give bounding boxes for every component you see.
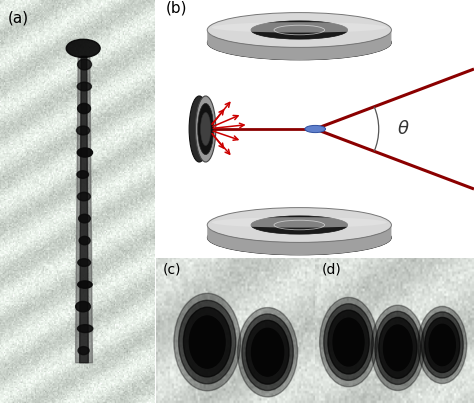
Ellipse shape bbox=[212, 217, 387, 228]
Ellipse shape bbox=[246, 320, 289, 384]
Ellipse shape bbox=[76, 301, 91, 312]
Ellipse shape bbox=[78, 347, 89, 355]
Ellipse shape bbox=[79, 214, 91, 223]
Ellipse shape bbox=[383, 325, 412, 371]
Ellipse shape bbox=[252, 328, 283, 376]
Ellipse shape bbox=[207, 25, 392, 60]
Ellipse shape bbox=[78, 281, 92, 288]
Ellipse shape bbox=[429, 324, 456, 366]
Ellipse shape bbox=[371, 305, 424, 391]
Ellipse shape bbox=[375, 311, 420, 384]
Ellipse shape bbox=[77, 325, 93, 332]
Ellipse shape bbox=[418, 306, 467, 384]
Ellipse shape bbox=[251, 21, 348, 39]
Text: (b): (b) bbox=[166, 0, 187, 15]
Ellipse shape bbox=[201, 112, 211, 145]
Ellipse shape bbox=[189, 96, 210, 162]
Polygon shape bbox=[80, 56, 88, 363]
Ellipse shape bbox=[251, 216, 348, 234]
Polygon shape bbox=[207, 225, 392, 255]
Ellipse shape bbox=[190, 316, 225, 368]
Text: (d): (d) bbox=[321, 262, 341, 276]
Ellipse shape bbox=[77, 148, 92, 157]
Ellipse shape bbox=[79, 236, 90, 245]
Ellipse shape bbox=[78, 259, 91, 266]
Ellipse shape bbox=[333, 318, 364, 366]
Ellipse shape bbox=[379, 318, 417, 378]
Ellipse shape bbox=[78, 104, 91, 114]
Ellipse shape bbox=[66, 39, 100, 58]
Text: θ: θ bbox=[398, 120, 409, 138]
Ellipse shape bbox=[305, 125, 326, 133]
Ellipse shape bbox=[76, 126, 90, 135]
Text: (a): (a) bbox=[8, 10, 29, 25]
Ellipse shape bbox=[207, 220, 392, 255]
Ellipse shape bbox=[319, 297, 377, 387]
Ellipse shape bbox=[198, 104, 213, 155]
Ellipse shape bbox=[78, 59, 91, 70]
Ellipse shape bbox=[328, 310, 369, 374]
Ellipse shape bbox=[212, 22, 387, 33]
Ellipse shape bbox=[237, 307, 298, 397]
Polygon shape bbox=[75, 56, 92, 363]
Ellipse shape bbox=[207, 12, 392, 48]
Ellipse shape bbox=[77, 192, 91, 201]
Ellipse shape bbox=[77, 82, 91, 91]
Ellipse shape bbox=[207, 208, 392, 243]
Ellipse shape bbox=[242, 314, 293, 391]
Ellipse shape bbox=[421, 312, 463, 378]
Ellipse shape bbox=[195, 96, 216, 162]
Ellipse shape bbox=[179, 300, 236, 384]
Ellipse shape bbox=[324, 304, 374, 380]
Ellipse shape bbox=[183, 307, 231, 377]
Text: (c): (c) bbox=[163, 262, 181, 276]
Polygon shape bbox=[207, 30, 392, 60]
Ellipse shape bbox=[174, 293, 241, 391]
Ellipse shape bbox=[77, 171, 89, 178]
Ellipse shape bbox=[425, 318, 460, 372]
